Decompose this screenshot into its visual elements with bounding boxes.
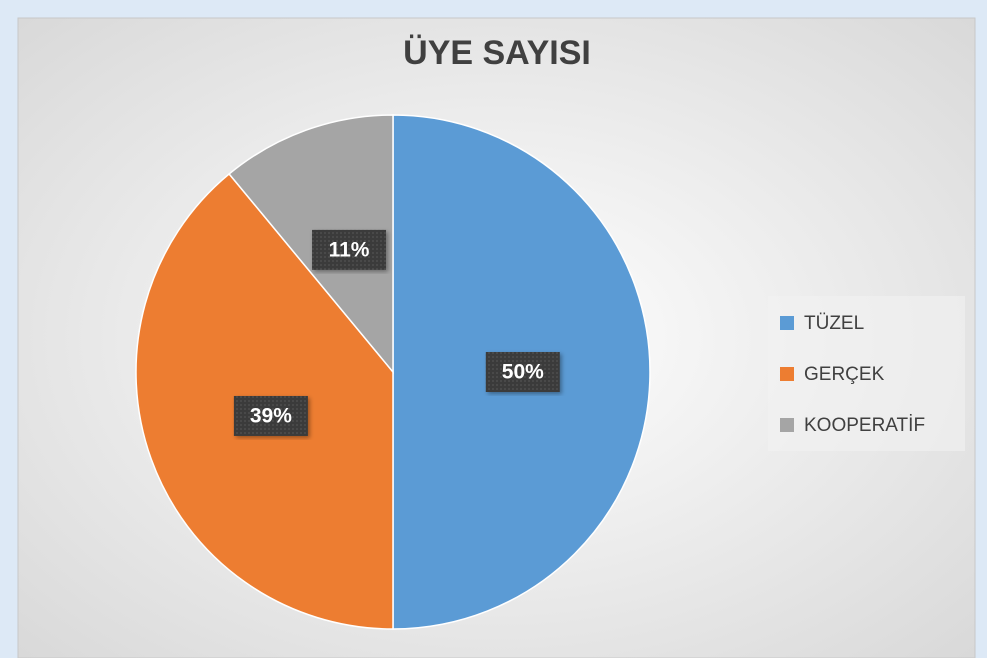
legend-label: TÜZEL (804, 313, 864, 334)
data-label-box (485, 352, 560, 392)
legend-box (768, 296, 965, 451)
data-label: 11% (329, 238, 370, 261)
chart-title: ÜYE SAYISI (403, 34, 591, 72)
data-label-box (312, 229, 387, 270)
legend-label: KOOPERATİF (804, 415, 925, 436)
legend-swatch (780, 367, 794, 381)
legend-label: GERÇEK (804, 364, 885, 385)
data-label: 50% (502, 361, 544, 384)
pie-slice (228, 114, 394, 375)
legend-swatch (780, 316, 794, 330)
legend-swatch (780, 418, 794, 432)
data-label-box (233, 395, 308, 436)
data-label: 39% (250, 405, 292, 428)
